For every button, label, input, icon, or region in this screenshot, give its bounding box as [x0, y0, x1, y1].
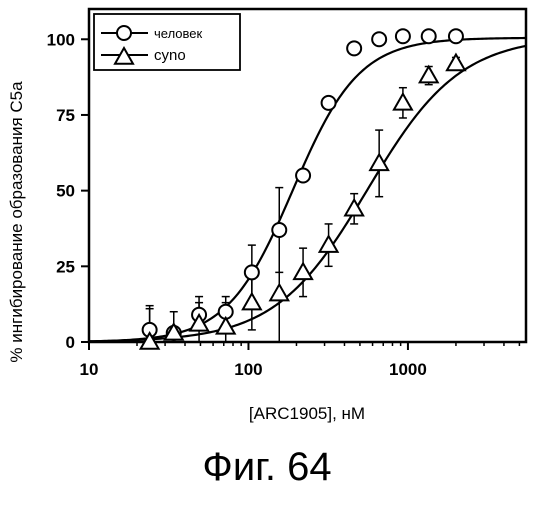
- fit-curve-series-1: [89, 38, 526, 341]
- data-point-circle: [296, 169, 310, 183]
- y-axis-ticks: 0 25 50 75 100: [47, 30, 89, 352]
- data-point-circle: [272, 223, 286, 237]
- legend-circle-marker: [117, 26, 131, 40]
- data-point-circle: [322, 96, 336, 110]
- x-tick-label: 10: [80, 360, 99, 379]
- data-point-triangle: [270, 285, 288, 301]
- error-bars: [146, 33, 460, 342]
- data-point-circle: [422, 29, 436, 43]
- legend-label: cyno: [154, 47, 186, 64]
- x-axis-label: [ARC1905], нМ: [249, 404, 365, 423]
- data-point-circle: [245, 265, 259, 279]
- data-point-triangle: [447, 54, 465, 70]
- data-point-circle: [396, 29, 410, 43]
- data-point-circle: [449, 29, 463, 43]
- data-point-triangle: [394, 94, 412, 110]
- figure-caption: Фиг. 64: [202, 445, 331, 489]
- data-point-circle: [372, 32, 386, 46]
- y-tick-label: 25: [56, 257, 75, 276]
- x-tick-label: 100: [234, 360, 262, 379]
- y-axis-label: % ингибирование образования C5a: [7, 81, 26, 363]
- data-markers: [141, 29, 465, 349]
- fit-curve-series-2: [89, 46, 526, 341]
- y-tick-label: 75: [56, 106, 75, 125]
- data-point-circle: [347, 41, 361, 55]
- y-tick-label: 50: [56, 182, 75, 201]
- data-point-triangle: [243, 294, 261, 310]
- data-point-triangle: [294, 263, 312, 279]
- data-point-triangle: [320, 236, 338, 252]
- x-tick-label: 1000: [389, 360, 427, 379]
- fit-curves: [89, 38, 526, 341]
- legend: человек cyno: [94, 14, 240, 70]
- data-point-triangle: [420, 67, 438, 83]
- y-tick-label: 100: [47, 30, 75, 49]
- y-tick-label: 0: [66, 333, 75, 352]
- legend-label: человек: [154, 26, 203, 41]
